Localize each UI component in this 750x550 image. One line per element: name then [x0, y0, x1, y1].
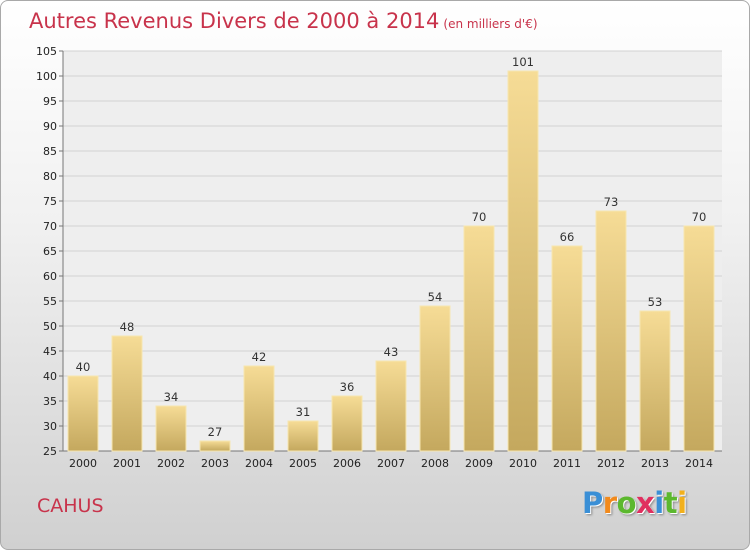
- data-label: 31: [296, 405, 311, 419]
- proxiti-logo: Proxiti: [582, 486, 687, 520]
- x-tick-label: 2012: [597, 457, 625, 470]
- y-tick-label: 65: [43, 245, 57, 258]
- data-label: 42: [252, 350, 267, 364]
- bar: [463, 225, 495, 452]
- x-tick-label: 2002: [157, 457, 185, 470]
- x-tick-label: 2001: [113, 457, 141, 470]
- y-tick-label: 100: [36, 70, 57, 83]
- bar: [331, 395, 363, 452]
- bar: [507, 70, 539, 452]
- y-tick-label: 50: [43, 320, 57, 333]
- bars: 40 48 34 27 42 31 36 43 54 70 101 66 73 53 70: [67, 55, 715, 452]
- y-tick-label: 60: [43, 270, 57, 283]
- logo-letter: P: [582, 486, 603, 520]
- bar: [287, 420, 319, 452]
- x-axis: 2000 2001 2002 2003 2004 2005 2006 2007 2008 2009…: [69, 457, 713, 470]
- bar: [639, 310, 671, 452]
- data-label: 73: [604, 195, 619, 209]
- y-tick-label: 40: [43, 370, 57, 383]
- x-tick-label: 2013: [641, 457, 669, 470]
- bar: [551, 245, 583, 452]
- y-tick-label: 85: [43, 145, 57, 158]
- data-label: 53: [648, 295, 663, 309]
- data-label: 70: [472, 210, 487, 224]
- y-tick-label: 55: [43, 295, 57, 308]
- bar: [419, 305, 451, 452]
- data-label: 54: [428, 290, 443, 304]
- logo-letter: t: [663, 486, 678, 520]
- bar: [111, 335, 143, 452]
- x-tick-label: 2000: [69, 457, 97, 470]
- y-tick-label: 45: [43, 345, 57, 358]
- x-tick-label: 2007: [377, 457, 405, 470]
- logo-letter: x: [636, 486, 655, 520]
- x-tick-label: 2010: [509, 457, 537, 470]
- logo-letter: i: [677, 486, 687, 520]
- y-tick-label: 75: [43, 195, 57, 208]
- bar: [155, 405, 187, 452]
- data-label: 70: [692, 210, 707, 224]
- x-tick-label: 2004: [245, 457, 273, 470]
- data-label: 27: [208, 425, 223, 439]
- y-tick-label: 35: [43, 395, 57, 408]
- data-label: 43: [384, 345, 399, 359]
- y-tick-label: 80: [43, 170, 57, 183]
- x-tick-label: 2005: [289, 457, 317, 470]
- logo-letter: i: [654, 486, 664, 520]
- data-label: 34: [164, 390, 179, 404]
- x-tick-label: 2011: [553, 457, 581, 470]
- logo-letter: r: [602, 486, 617, 520]
- chart-title: Autres Revenus Divers de 2000 à 2014 (en …: [29, 9, 538, 33]
- bar: [375, 360, 407, 452]
- data-label: 66: [560, 230, 575, 244]
- data-label: 48: [120, 320, 135, 334]
- y-tick-label: 95: [43, 95, 57, 108]
- bar: [595, 210, 627, 452]
- bar: [67, 375, 99, 452]
- x-tick-label: 2008: [421, 457, 449, 470]
- logo-letter: o: [616, 486, 637, 520]
- x-tick-label: 2009: [465, 457, 493, 470]
- data-label: 40: [76, 360, 91, 374]
- x-tick-label: 2006: [333, 457, 361, 470]
- y-tick-label: 70: [43, 220, 57, 233]
- bar: [683, 225, 715, 452]
- data-label: 36: [340, 380, 355, 394]
- y-tick-label: 105: [36, 45, 57, 58]
- commune-name: CAHUS: [37, 495, 104, 517]
- data-label: 101: [512, 55, 534, 69]
- x-tick-label: 2014: [685, 457, 713, 470]
- y-tick-label: 90: [43, 120, 57, 133]
- bar: [199, 440, 231, 452]
- x-tick-label: 2003: [201, 457, 229, 470]
- chart-subtitle: (en milliers d'€): [443, 17, 538, 31]
- y-tick-label: 30: [43, 420, 57, 433]
- y-tick-label: 25: [43, 445, 57, 458]
- chart-title-text: Autres Revenus Divers de 2000 à 2014: [29, 9, 440, 33]
- bar: [243, 365, 275, 452]
